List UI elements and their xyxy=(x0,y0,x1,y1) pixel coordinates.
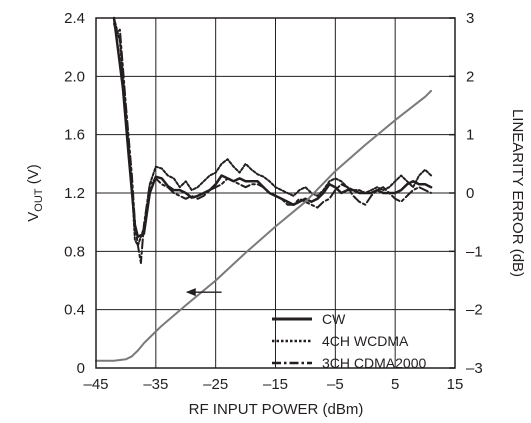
x-axis-label: RF INPUT POWER (dBm) xyxy=(189,401,364,418)
series-line-4ch-wcdma xyxy=(113,17,433,247)
y-right-tick-label: –3 xyxy=(466,360,483,377)
legend-label-cw: CW xyxy=(322,311,346,327)
y-left-tick-label: 0.8 xyxy=(64,243,85,260)
series-layer xyxy=(95,16,433,362)
x-tick-label: –5 xyxy=(327,376,344,393)
y-axis-label-left-sub: OUT xyxy=(33,188,45,212)
x-tick-label: –45 xyxy=(83,376,108,393)
y-axis-label-left-main: V xyxy=(25,212,42,222)
x-tick-label: 15 xyxy=(447,376,464,393)
y-axis-label-left-unit: (V) xyxy=(25,164,42,188)
legend-label-4ch-wcdma: 4CH WCDMA xyxy=(322,333,409,349)
x-tick-label: –25 xyxy=(203,376,228,393)
y-left-tick-label: 1.2 xyxy=(64,185,85,202)
y-right-tick-label: –1 xyxy=(466,243,483,260)
y-left-tick-label: 2.0 xyxy=(64,68,85,85)
y-left-tick-label: 0 xyxy=(77,360,85,377)
series-line-3ch-cdma2000 xyxy=(113,22,433,264)
series-line-cw xyxy=(112,16,433,239)
y-right-tick-label: 3 xyxy=(466,10,474,27)
x-tick-label: –15 xyxy=(263,376,288,393)
y-left-tick-label: 2.4 xyxy=(64,10,85,27)
legend-label-3ch-cdma2000: 3CH CDMA2000 xyxy=(322,355,426,371)
y-right-tick-label: 2 xyxy=(466,68,474,85)
ticks xyxy=(449,17,455,369)
y-left-tick-label: 1.6 xyxy=(64,127,85,144)
y-right-tick-label: 0 xyxy=(466,185,474,202)
y-axis-label-left: VOUT (V) xyxy=(25,164,45,221)
annotation xyxy=(185,288,222,297)
x-tick-label: –35 xyxy=(143,376,168,393)
y-left-tick-label: 0.4 xyxy=(64,302,85,319)
y-axis-label-right: LINEARITY ERROR (dB) xyxy=(509,109,526,277)
legend: CW 4CH WCDMA 3CH CDMA2000 xyxy=(272,311,426,371)
series-line-vout xyxy=(95,89,433,362)
x-tick-label: 5 xyxy=(391,376,399,393)
y-right-tick-label: –2 xyxy=(466,302,483,319)
tick-labels: –45 –35 –25 –15 –5 5 15 0 0.4 0.8 1.2 1.6 2.0 2.4 –3 –2… xyxy=(64,10,483,393)
annotation-arrow-head xyxy=(185,288,196,297)
y-right-tick-label: 1 xyxy=(466,127,474,144)
